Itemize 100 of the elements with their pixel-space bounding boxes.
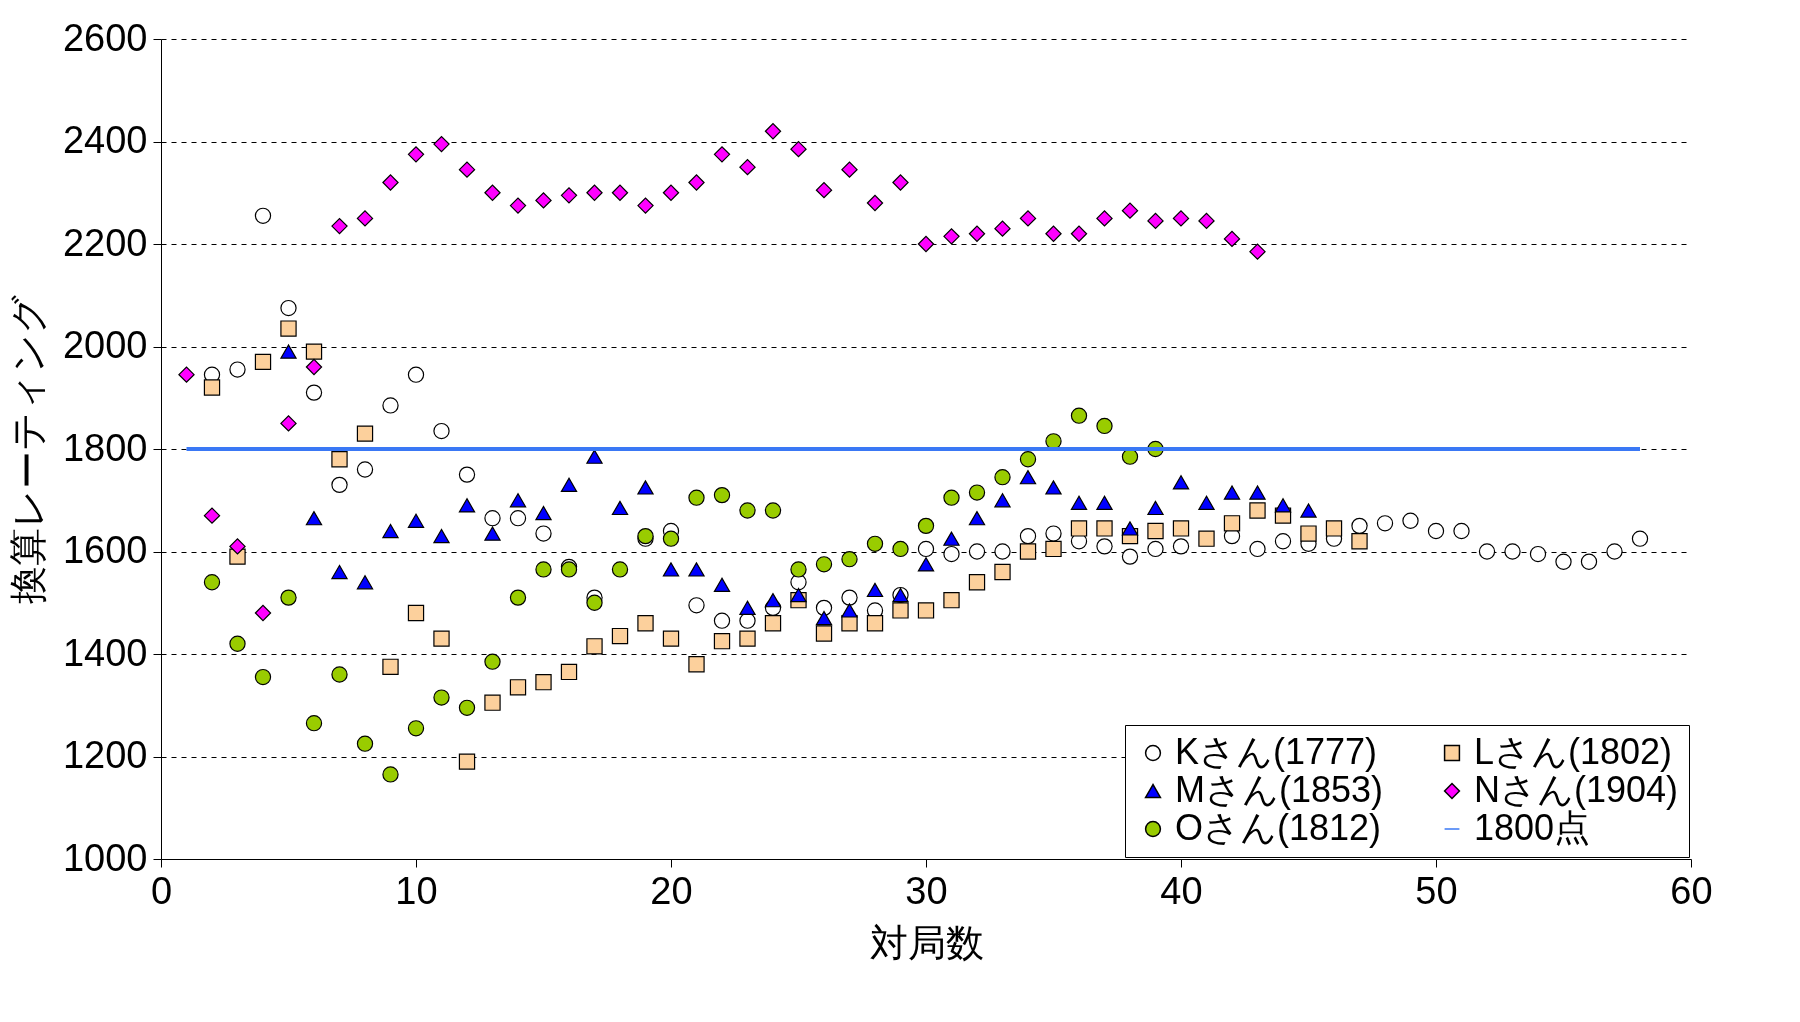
point (968, 484, 986, 501)
point (1045, 525, 1062, 542)
point (688, 174, 705, 191)
point (586, 594, 603, 611)
point (407, 366, 425, 383)
x-tick-label: 10 (395, 869, 438, 912)
point (560, 187, 578, 204)
point (305, 511, 323, 526)
point (841, 603, 858, 618)
point (305, 343, 323, 360)
point (433, 135, 450, 153)
point (688, 597, 705, 614)
point (688, 562, 705, 577)
point (611, 627, 629, 645)
point (1172, 520, 1190, 537)
point (739, 502, 756, 519)
point (1070, 225, 1088, 242)
point (535, 674, 552, 691)
point (764, 502, 782, 519)
point (815, 556, 833, 573)
y-tick-label: 1000 (62, 836, 148, 879)
point (713, 486, 731, 504)
y-tick-label: 1800 (62, 426, 148, 469)
point (917, 602, 935, 619)
point (866, 535, 884, 552)
point (917, 557, 935, 572)
point (943, 545, 960, 563)
point (433, 422, 450, 440)
point (790, 587, 807, 603)
point (178, 366, 195, 383)
point (484, 694, 501, 711)
point (484, 510, 501, 527)
point (382, 658, 399, 675)
point (1070, 520, 1088, 537)
point (866, 615, 884, 632)
point (1198, 495, 1215, 510)
point (331, 217, 348, 235)
point (841, 589, 858, 606)
point (356, 575, 374, 590)
point (1121, 202, 1139, 219)
point (892, 602, 909, 619)
point (586, 184, 603, 201)
point (1172, 475, 1190, 490)
x-tick-label: 20 (650, 869, 693, 912)
point (535, 192, 552, 209)
point (1300, 525, 1317, 542)
point (1580, 553, 1598, 570)
x-tick-label: 50 (1415, 869, 1458, 912)
point (280, 589, 297, 606)
point (484, 184, 501, 201)
point (229, 538, 246, 555)
x-tick-label: 40 (1160, 869, 1203, 912)
point (382, 523, 399, 539)
point (713, 633, 731, 650)
point (331, 666, 348, 683)
point (509, 197, 527, 214)
point (484, 526, 501, 541)
y-tick-label: 1600 (62, 529, 148, 571)
point (1427, 522, 1445, 540)
y-tick-label: 1200 (62, 734, 148, 776)
point (1121, 521, 1139, 536)
legend-label: Kさん(1777) (1175, 731, 1378, 772)
point (305, 715, 323, 732)
point (433, 630, 450, 647)
point (739, 600, 756, 616)
point (1019, 543, 1037, 560)
point (560, 477, 578, 493)
point (229, 635, 246, 652)
point (407, 604, 425, 622)
point (968, 511, 986, 526)
point (280, 299, 297, 317)
point (688, 656, 705, 673)
point (458, 498, 476, 513)
point (433, 689, 450, 706)
point (790, 561, 807, 578)
point (968, 574, 986, 591)
point (1325, 520, 1343, 537)
point (254, 604, 272, 622)
point (407, 513, 425, 528)
point (1300, 503, 1317, 518)
point (637, 480, 654, 495)
point (1019, 451, 1037, 468)
point (382, 174, 399, 191)
point (866, 582, 884, 598)
y-tick-label: 2200 (62, 221, 148, 264)
point (586, 638, 603, 655)
point (433, 528, 450, 544)
point (331, 564, 348, 580)
point (382, 766, 399, 783)
point (1172, 538, 1190, 555)
point (1019, 470, 1037, 485)
point (739, 158, 756, 176)
point (943, 228, 960, 245)
point (1249, 502, 1266, 519)
point (1198, 530, 1215, 547)
point (611, 500, 629, 516)
point (637, 615, 654, 632)
point (509, 589, 527, 606)
point (280, 320, 297, 337)
point (1478, 543, 1496, 560)
